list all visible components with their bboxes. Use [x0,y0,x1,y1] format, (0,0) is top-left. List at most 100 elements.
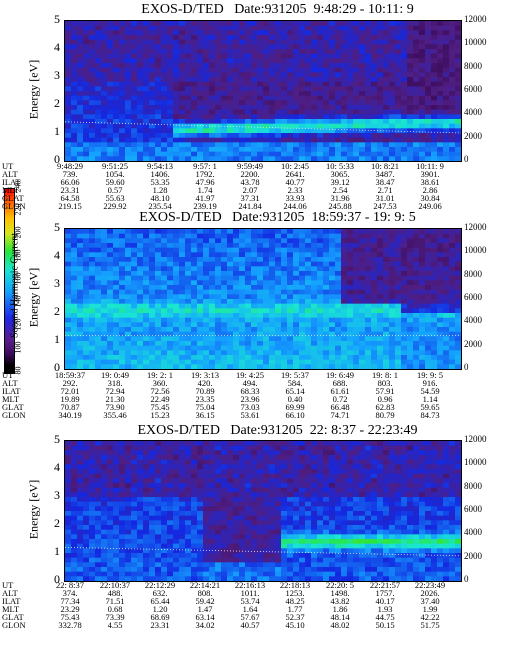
heat-cell [179,313,186,319]
heat-cell [419,322,426,328]
heat-cell [389,285,396,291]
heat-cell [203,35,210,41]
heat-cell [167,30,174,36]
heat-cell [413,30,420,36]
heat-cell [431,95,438,101]
heat-cell [71,137,78,143]
heat-cell [179,243,186,249]
heat-cell [119,128,126,134]
heat-cell [149,464,156,470]
heat-cell [449,95,456,101]
heat-cell [161,571,168,577]
heat-cell [413,137,420,143]
heat-cell [119,303,126,309]
heat-cell [185,497,192,503]
heat-cell [395,285,402,291]
heat-cell [143,39,150,45]
heat-cell [161,473,168,479]
heat-cell [263,261,270,267]
y-tick-label: 4 [54,248,60,262]
heat-cell [449,257,456,263]
heat-cell [257,280,264,286]
heat-cell [347,247,354,253]
heat-cell [197,109,204,115]
heat-cell [425,299,432,305]
heat-cell [185,562,192,568]
heat-cell [371,95,378,101]
heat-cell [275,285,282,291]
heat-cell [371,238,378,244]
heat-cell [437,100,444,106]
heat-cell [89,35,96,41]
heat-cell [173,515,180,521]
heat-cell [149,86,156,92]
heat-cell [65,341,72,347]
heat-cell [287,123,294,129]
heat-cell [89,156,96,161]
heat-cell [431,345,438,351]
heat-cell [107,86,114,92]
heat-cell [299,266,306,272]
heat-cell [347,313,354,319]
heat-cell [107,511,114,517]
heat-cell [221,35,228,41]
heat-cell [89,520,96,526]
heat-cell [95,464,102,470]
heat-cell [233,137,240,143]
heat-cell [77,105,84,111]
heat-cell [209,53,216,59]
heat-cell [359,133,366,139]
heat-cell [329,322,336,328]
heat-cell [251,341,258,347]
heat-cell [71,441,78,447]
heat-cell [65,313,72,319]
heat-cell [173,492,180,498]
heat-cell [263,327,270,333]
heat-cell [425,355,432,361]
heat-cell [113,77,120,83]
heat-cell [389,341,396,347]
heat-cell [299,341,306,347]
heat-cell [365,229,372,235]
heat-cell [185,455,192,461]
heat-cell [83,355,90,361]
heat-cell [245,336,252,342]
heat-cell [221,156,228,161]
heat-cell [131,243,138,249]
heat-cell [179,464,186,470]
heat-cell [431,123,438,129]
heat-cell [353,86,360,92]
heat-cell [77,336,84,342]
heat-cell [269,151,276,157]
heat-cell [317,58,324,64]
heat-cell [383,35,390,41]
heat-cell [71,464,78,470]
heat-cell [371,271,378,277]
heat-cell [221,478,228,484]
heat-cell [209,49,216,55]
heat-cell [107,156,114,161]
heat-cell [65,238,72,244]
heat-cell [113,450,120,456]
heat-cell [119,441,126,447]
heat-cell [233,299,240,305]
heat-cell [299,35,306,41]
heat-cell [137,562,144,568]
heat-cell [77,571,84,577]
heat-cell [407,109,414,115]
heat-cell [341,151,348,157]
heat-cell [419,133,426,139]
heat-cell [389,100,396,106]
heat-cell [191,553,198,559]
heat-cell [137,49,144,55]
heat-cell [131,525,138,531]
heat-cell [359,91,366,97]
heat-cell [233,562,240,568]
heat-cell [263,39,270,45]
heat-cell [191,576,198,581]
heat-cell [185,44,192,50]
heat-cell [347,359,354,365]
heat-cell [305,53,312,59]
heat-cell [209,567,216,573]
heat-cell [95,137,102,143]
